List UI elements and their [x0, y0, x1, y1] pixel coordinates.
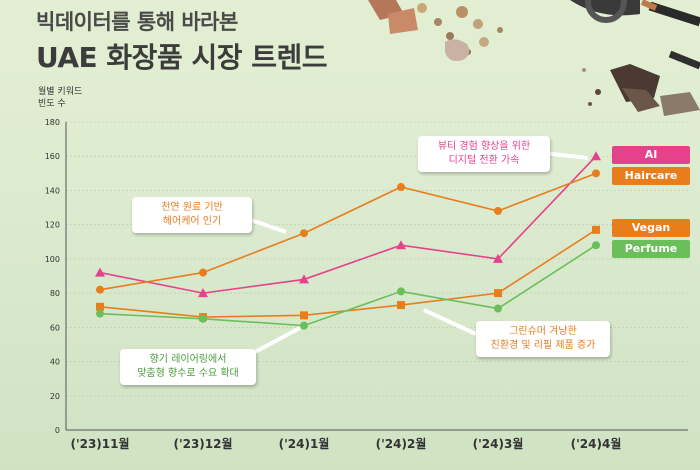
y-tick-label: 80	[50, 289, 60, 298]
data-point-vegan	[592, 225, 600, 234]
annotation-vegan-line1: 그린슈머 겨냥한	[509, 326, 577, 337]
y-tick-label: 180	[45, 118, 60, 127]
data-point-ai	[198, 288, 208, 298]
data-point-perfume	[397, 287, 405, 296]
cosmetics-decoration	[360, 0, 700, 120]
data-point-haircare	[397, 183, 405, 192]
x-tick-label: ('24)1월	[279, 436, 330, 451]
series-line-ai	[99, 155, 597, 294]
data-point-perfume	[96, 309, 104, 318]
annotation-vegan-line2: 친환경 및 리필 제품 증가	[490, 340, 596, 351]
data-point-haircare	[592, 169, 600, 178]
data-point-ai	[95, 267, 105, 277]
data-point-vegan	[397, 301, 405, 310]
legend-perfume: Perfume	[612, 240, 690, 258]
annotation-ai-line2: 디지털 전환 가속	[448, 155, 520, 166]
legend-haircare: Haircare	[612, 167, 690, 185]
annotation-connector	[423, 308, 477, 336]
data-point-haircare	[494, 206, 502, 215]
data-point-ai	[299, 274, 309, 284]
data-point-perfume	[300, 321, 308, 330]
data-point-perfume	[494, 304, 502, 313]
data-point-vegan	[300, 311, 308, 320]
annotation-haircare: 천연 원료 기반 헤어케어 인기	[132, 197, 252, 233]
annotation-ai-line1: 뷰티 경험 향상을 위한	[437, 141, 531, 152]
legend-vegan: Vegan	[612, 219, 690, 237]
y-axis-label: 월별 키워드 빈도 수	[38, 86, 82, 110]
data-point-vegan	[96, 302, 104, 311]
data-point-ai	[591, 151, 601, 161]
legend-ai-label: AI	[644, 148, 658, 161]
y-tick-label: 160	[45, 152, 60, 161]
series-line-vegan	[99, 229, 597, 318]
annotation-perfume: 향기 레이어링에서 맞춤형 향수로 수요 확대	[120, 349, 256, 385]
chart-title: UAE 화장품 시장 트렌드	[36, 41, 328, 74]
series-line-perfume	[99, 244, 597, 327]
legend-ai: AI	[612, 146, 690, 164]
legend-haircare-label: Haircare	[624, 169, 678, 182]
annotation-ai: 뷰티 경험 향상을 위한 디지털 전환 가속	[418, 136, 550, 172]
annotation-vegan: 그린슈머 겨냥한 친환경 및 리필 제품 증가	[476, 321, 610, 357]
annotation-perfume-line1: 향기 레이어링에서	[149, 354, 227, 365]
series-line-haircare	[99, 172, 597, 291]
y-tick-label: 140	[45, 186, 60, 195]
y-tick-label: 40	[50, 358, 60, 367]
data-point-perfume	[199, 314, 207, 323]
data-point-perfume	[592, 241, 600, 250]
data-point-haircare	[96, 285, 104, 294]
data-point-haircare	[300, 229, 308, 238]
x-tick-label: ('24)4월	[571, 436, 622, 451]
annotation-haircare-line1: 천연 원료 기반	[161, 202, 223, 213]
data-point-haircare	[199, 268, 207, 277]
y-tick-label: 120	[45, 221, 60, 230]
legend-vegan-label: Vegan	[631, 221, 671, 234]
y-axis-label-line1: 월별 키워드	[38, 87, 83, 97]
y-tick-label: 20	[50, 392, 60, 401]
y-tick-label: 100	[45, 255, 60, 264]
data-point-ai	[493, 253, 503, 263]
y-axis-label-line2: 빈도 수	[38, 99, 66, 109]
legend-perfume-label: Perfume	[624, 242, 678, 255]
x-tick-label: ('24)3월	[473, 436, 524, 451]
chart-subtitle: 빅데이터를 통해 바라본	[36, 10, 238, 34]
x-tick-label: ('23)11월	[70, 436, 129, 451]
data-point-ai	[396, 240, 406, 250]
data-point-vegan	[494, 289, 502, 298]
y-tick-label: 60	[50, 323, 60, 332]
annotation-perfume-line2: 맞춤형 향수로 수요 확대	[137, 368, 239, 379]
annotation-haircare-line2: 헤어케어 인기	[162, 216, 222, 227]
x-tick-label: ('23)12월	[173, 436, 232, 451]
y-tick-label: 0	[55, 426, 60, 435]
x-tick-label: ('24)2월	[376, 436, 427, 451]
